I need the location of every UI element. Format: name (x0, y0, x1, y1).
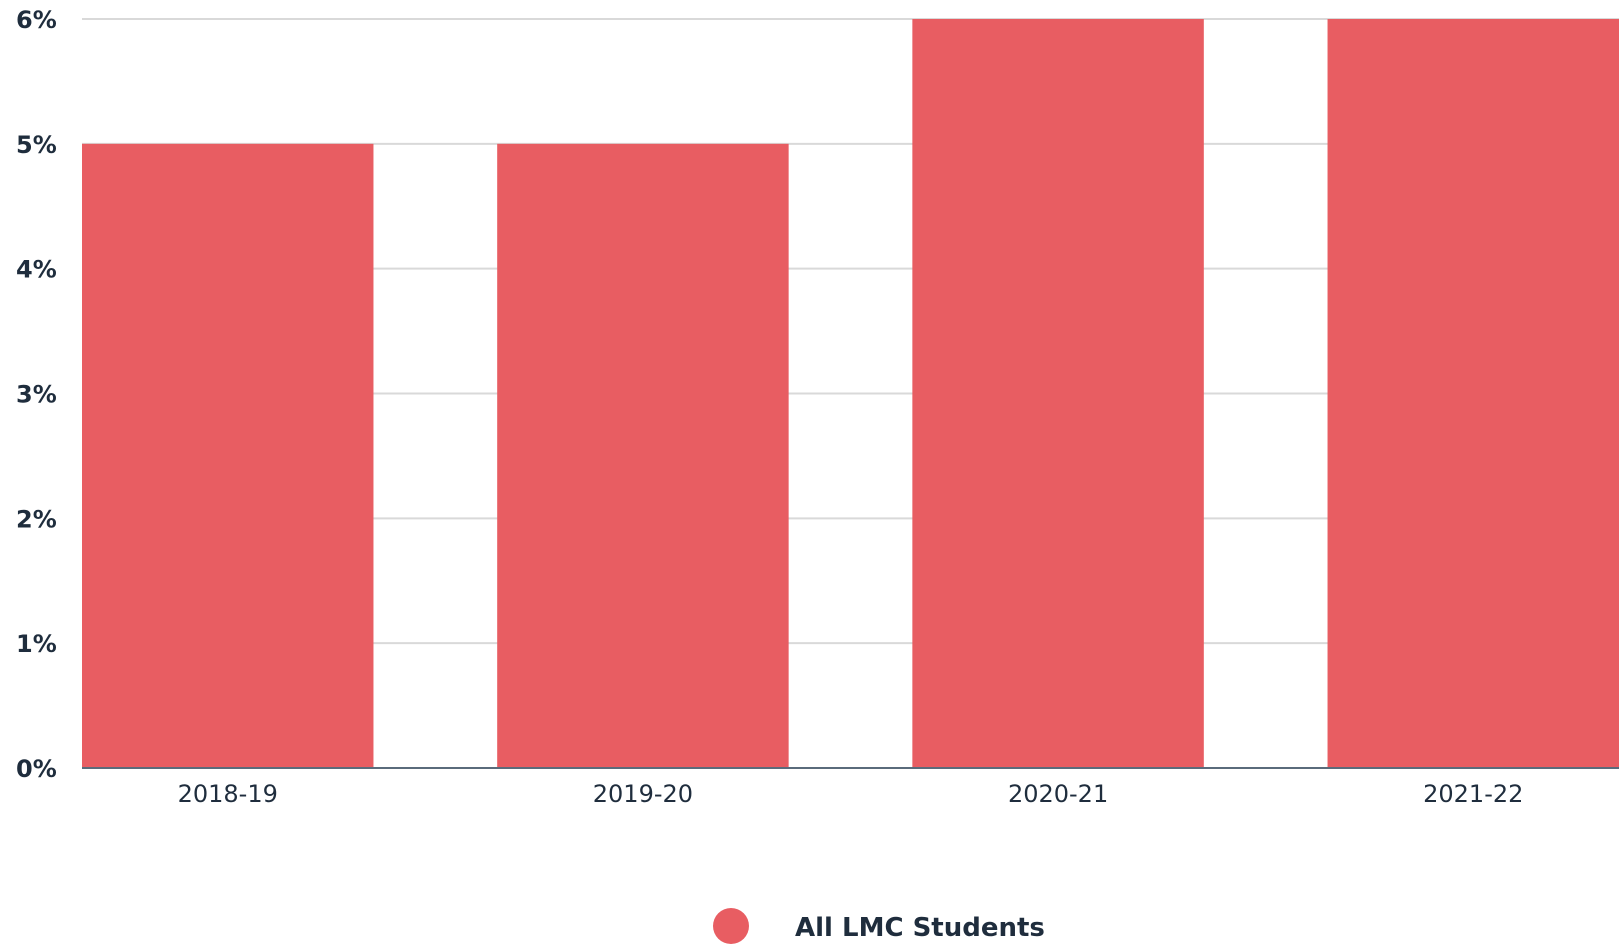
legend-label[interactable]: All LMC Students (795, 913, 1045, 943)
x-tick-label: 2018-19 (178, 780, 278, 808)
bar-2019-20 (497, 143, 789, 769)
x-tick-label: 2021-22 (1423, 780, 1523, 808)
bars (82, 19, 1619, 769)
y-tick-label: 4% (16, 256, 57, 284)
bar-2021-22 (1327, 19, 1619, 768)
legend-marker-circle-icon[interactable] (713, 908, 749, 944)
x-axis-ticks: 2018-19 2019-20 2020-21 2021-22 (178, 780, 1524, 808)
y-tick-label: 2% (16, 505, 57, 533)
y-tick-label: 6% (16, 6, 57, 34)
y-tick-label: 1% (16, 630, 57, 658)
y-tick-label: 3% (16, 381, 57, 409)
x-tick-label: 2019-20 (593, 780, 693, 808)
x-tick-label: 2020-21 (1008, 780, 1108, 808)
legend: All LMC Students (713, 908, 1045, 944)
bar-2020-21 (912, 19, 1204, 768)
y-tick-label: 5% (16, 131, 57, 159)
bar-2018-19 (82, 143, 374, 769)
y-axis-ticks: 0% 1% 2% 3% 4% 5% 6% (16, 6, 57, 783)
y-tick-label: 0% (16, 755, 57, 783)
